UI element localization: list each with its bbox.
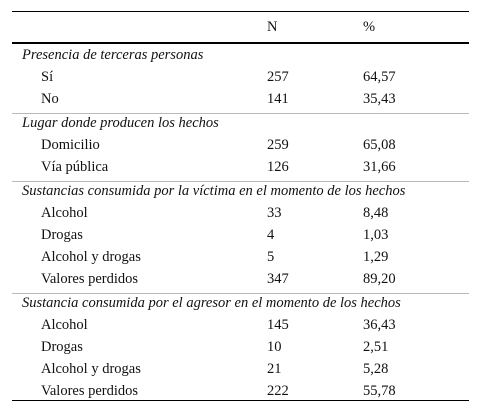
row-label: Alcohol xyxy=(41,317,88,333)
row-n: 141 xyxy=(267,91,289,107)
header-n: N xyxy=(267,19,278,35)
row-n: 126 xyxy=(267,159,289,175)
section-rule xyxy=(12,181,469,182)
row-label: Alcohol y drogas xyxy=(41,249,141,265)
row-label: Valores perdidos xyxy=(41,383,139,399)
section-rule xyxy=(12,293,469,294)
header-rule xyxy=(12,42,469,44)
row-n: 5 xyxy=(267,249,275,265)
row-label: Sí xyxy=(41,69,54,85)
top-rule xyxy=(12,11,469,12)
row-pct: 2,51 xyxy=(363,339,389,355)
row-label: Valores perdidos xyxy=(41,271,139,287)
row-pct: 35,43 xyxy=(363,91,396,107)
row-n: 21 xyxy=(267,361,282,377)
section-rule xyxy=(12,113,469,114)
row-label: Drogas xyxy=(41,227,83,243)
row-n: 257 xyxy=(267,69,289,85)
row-label: No xyxy=(41,91,59,107)
row-pct: 36,43 xyxy=(363,317,396,333)
row-label: Drogas xyxy=(41,339,83,355)
row-label: Vía pública xyxy=(41,159,109,175)
row-label: Alcohol xyxy=(41,205,88,221)
row-pct: 5,28 xyxy=(363,361,389,377)
header-pct: % xyxy=(363,19,376,35)
row-pct: 1,29 xyxy=(363,249,389,265)
bottom-rule xyxy=(12,400,469,401)
row-pct: 55,78 xyxy=(363,383,396,399)
section-title: Lugar donde producen los hechos xyxy=(22,115,219,131)
row-n: 10 xyxy=(267,339,282,355)
row-n: 259 xyxy=(267,137,289,153)
section-title: Presencia de terceras personas xyxy=(22,47,204,63)
row-n: 347 xyxy=(267,271,289,287)
row-pct: 31,66 xyxy=(363,159,396,175)
row-pct: 8,48 xyxy=(363,205,389,221)
section-title: Sustancia consumida por el agresor en el… xyxy=(22,295,401,311)
row-pct: 65,08 xyxy=(363,137,396,153)
section-title: Sustancias consumida por la víctima en e… xyxy=(22,183,406,199)
row-n: 4 xyxy=(267,227,275,243)
row-n: 222 xyxy=(267,383,289,399)
row-pct: 64,57 xyxy=(363,69,396,85)
row-n: 145 xyxy=(267,317,289,333)
row-pct: 89,20 xyxy=(363,271,396,287)
row-label: Alcohol y drogas xyxy=(41,361,141,377)
row-label: Domicilio xyxy=(41,137,100,153)
row-pct: 1,03 xyxy=(363,227,389,243)
row-n: 33 xyxy=(267,205,282,221)
